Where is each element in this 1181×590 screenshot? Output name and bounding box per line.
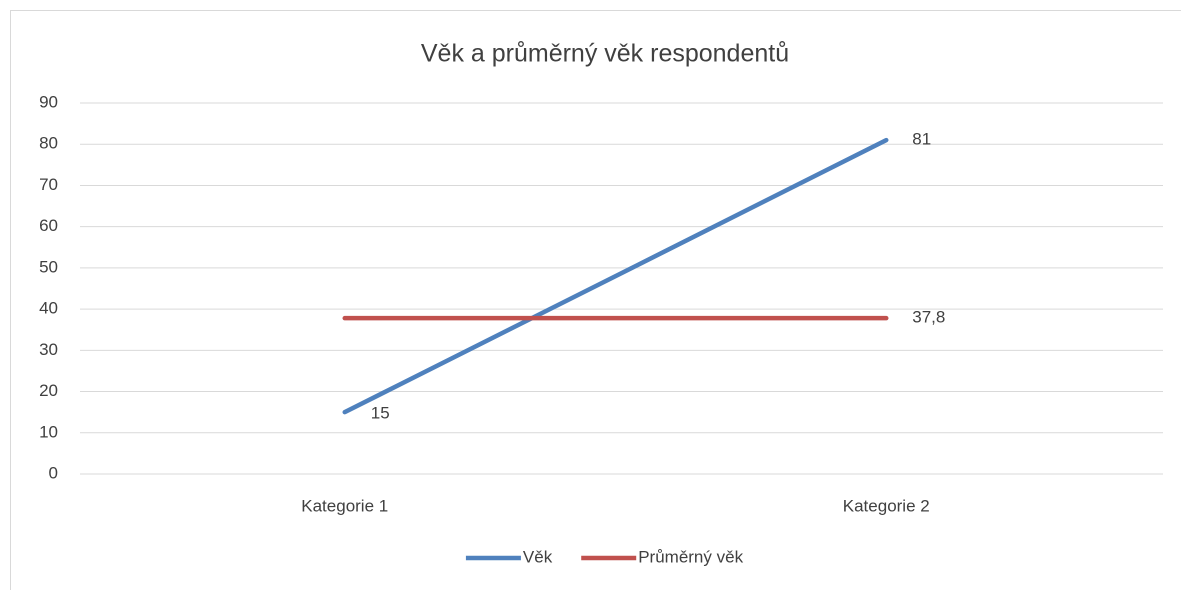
y-tick-label: 80: [39, 134, 58, 153]
y-tick-label: 10: [39, 422, 58, 441]
chart-title: Věk a průměrný věk respondentů: [421, 40, 789, 68]
y-tick-label: 40: [39, 299, 58, 318]
chart-frame: [10, 10, 1181, 590]
y-tick-label: 90: [39, 92, 58, 111]
legend-label: Průměrný věk: [638, 547, 743, 566]
x-tick-label: Kategorie 1: [301, 496, 388, 515]
data-label: 37,8: [912, 308, 945, 327]
data-label: 81: [912, 130, 931, 149]
data-label: 15: [371, 404, 390, 423]
line-series: [342, 137, 889, 415]
y-tick-label: 20: [39, 381, 58, 400]
y-tick-label: 30: [39, 340, 58, 359]
y-tick-label: 70: [39, 175, 58, 194]
legend-label: Věk: [523, 547, 553, 566]
y-tick-label: 0: [49, 463, 58, 482]
y-tick-label: 50: [39, 257, 58, 276]
x-tick-label: Kategorie 2: [843, 496, 930, 515]
y-tick-label: 60: [39, 216, 58, 235]
